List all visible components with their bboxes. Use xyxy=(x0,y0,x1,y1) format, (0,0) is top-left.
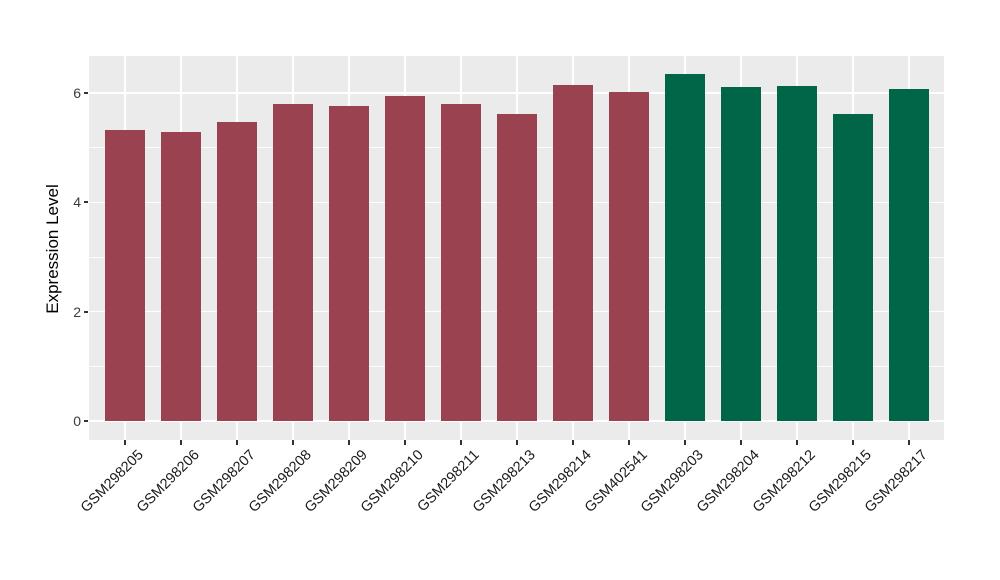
x-tick-mark xyxy=(572,440,574,445)
x-tick-mark xyxy=(740,440,742,445)
bar xyxy=(441,104,481,421)
bar xyxy=(329,105,369,421)
x-tick-mark xyxy=(684,440,686,445)
y-tick-label: 4 xyxy=(73,194,81,211)
x-tick-mark xyxy=(628,440,630,445)
x-tick-mark xyxy=(908,440,910,445)
x-tick-mark xyxy=(460,440,462,445)
x-tick-mark xyxy=(292,440,294,445)
y-tick-mark xyxy=(84,201,88,204)
y-tick-mark xyxy=(84,419,88,422)
bar xyxy=(721,87,761,421)
bar xyxy=(105,129,145,421)
bar xyxy=(553,85,593,421)
bar xyxy=(497,114,537,421)
x-tick-mark xyxy=(852,440,854,445)
x-tick-mark xyxy=(796,440,798,445)
y-tick-mark xyxy=(84,310,88,313)
bar xyxy=(777,86,817,421)
bar xyxy=(833,113,873,421)
x-tick-mark xyxy=(180,440,182,445)
x-tick-mark xyxy=(236,440,238,445)
y-tick-mark xyxy=(84,92,88,95)
bar xyxy=(273,103,313,421)
x-tick-mark xyxy=(404,440,406,445)
x-tick-mark xyxy=(516,440,518,445)
bar xyxy=(889,88,929,421)
y-tick-label: 0 xyxy=(73,412,81,429)
y-tick-label: 2 xyxy=(73,303,81,320)
bar xyxy=(161,132,201,421)
y-tick-label: 6 xyxy=(73,85,81,102)
bar xyxy=(385,96,425,421)
bar xyxy=(665,74,705,421)
plot-panel xyxy=(89,56,944,440)
x-tick-mark xyxy=(348,440,350,445)
x-tick-mark xyxy=(124,440,126,445)
bar xyxy=(217,122,257,421)
bar xyxy=(609,92,649,421)
